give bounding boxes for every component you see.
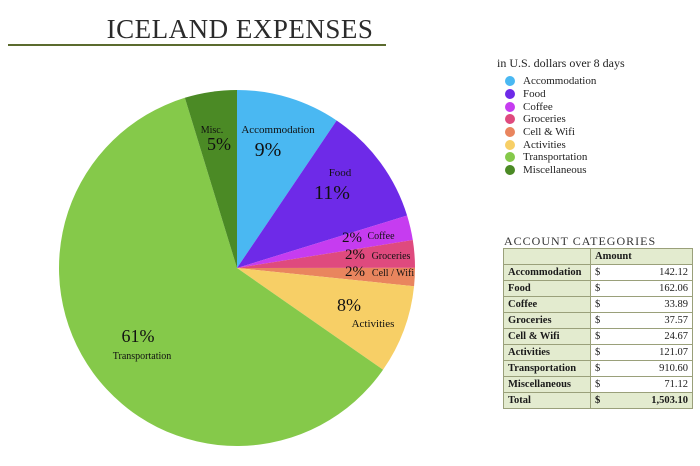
table-title: ACCOUNT CATEGORIES	[504, 234, 657, 248]
legend-item-miscellaneous: Miscellaneous	[497, 164, 625, 177]
pie-slice-miscellaneous	[184, 90, 237, 268]
table-row: Food $162.06	[503, 280, 693, 297]
legend-item-activities: Activities	[497, 138, 625, 151]
legend-swatch	[505, 152, 515, 163]
slice-percent-transportation: 61%	[122, 326, 155, 346]
header-amount: Amount	[590, 248, 693, 265]
slice-label-activities: Activities	[352, 318, 395, 330]
legend-item-accommodation: Accommodation	[497, 75, 625, 88]
table-row: Coffee $33.89	[503, 296, 693, 313]
title-underline	[8, 44, 386, 46]
table-total-row: Total $1,503.10	[503, 392, 693, 409]
slice-label-groceries: Groceries	[372, 251, 411, 262]
chart-title: ICELAND EXPENSES	[106, 14, 374, 44]
slice-percent-coffee: 2%	[342, 230, 362, 246]
table-row: Groceries $37.57	[503, 312, 693, 329]
legend-item-coffee: Coffee	[497, 100, 625, 113]
slice-label-food: Food	[329, 167, 352, 179]
slice-label-cell-wifi: Cell / Wifi	[372, 268, 414, 279]
table-row: Activities $121.07	[503, 344, 693, 361]
slice-label-coffee: Coffee	[367, 231, 395, 242]
pie-slice-coffee	[237, 215, 413, 268]
legend-item-groceries: Groceries	[497, 113, 625, 126]
pie-slice-groceries	[237, 240, 415, 268]
table-row: Accommodation $142.12	[503, 264, 693, 281]
slice-percent-groceries: 2%	[345, 247, 365, 263]
slice-percent-accommodation: 9%	[255, 139, 282, 161]
legend-swatch	[505, 127, 515, 138]
slice-percent-cell-wifi: 2%	[345, 264, 365, 280]
table-header-row: Amount	[503, 248, 693, 265]
legend-item-food: Food	[497, 88, 625, 101]
slice-label-transportation: Transportation	[113, 351, 172, 362]
legend-swatch	[505, 101, 515, 112]
table-row: Miscellaneous $71.12	[503, 376, 693, 393]
slice-label-miscellaneous: Misc.	[201, 125, 224, 136]
table-row: Transportation $910.60	[503, 360, 693, 377]
legend-swatch	[505, 76, 515, 87]
legend: in U.S. dollars over 8 days Accommodatio…	[497, 56, 625, 177]
slice-label-accommodation: Accommodation	[241, 124, 315, 136]
legend-item-cell-wifi: Cell & Wifi	[497, 126, 625, 139]
legend-swatch	[505, 114, 515, 125]
slice-percent-activities: 8%	[337, 295, 361, 315]
slice-percent-miscellaneous: 5%	[207, 134, 231, 154]
pie-slice-food	[237, 120, 408, 269]
legend-subtitle: in U.S. dollars over 8 days	[497, 56, 625, 70]
pie-slice-accommodation	[237, 90, 337, 268]
legend-swatch	[505, 139, 515, 150]
slice-percent-food: 11%	[314, 182, 350, 204]
legend-swatch	[505, 165, 515, 176]
pie-slice-activities	[237, 268, 415, 370]
header-blank-cell	[503, 248, 591, 265]
account-categories-table: Amount Accommodation $142.12 Food $162.06 …	[503, 248, 693, 409]
table-row: Cell & Wifi $24.67	[503, 328, 693, 345]
pie-slice-transportation	[59, 97, 384, 446]
legend-swatch	[505, 89, 515, 100]
pie-slice-cell-wifi	[237, 267, 415, 287]
legend-item-transportation: Transportation	[497, 151, 625, 164]
